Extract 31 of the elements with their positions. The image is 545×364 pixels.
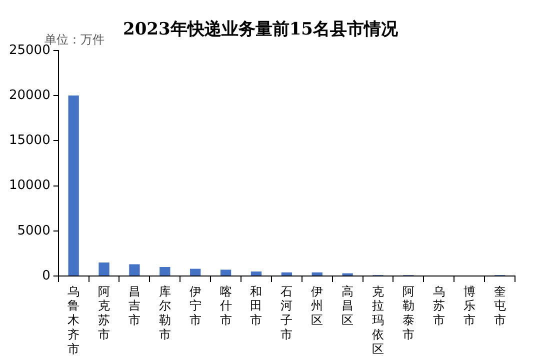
y-tick-label: 10000 [8,178,50,194]
bar [250,271,262,276]
x-tick-label: 乌鲁木齐市 [68,284,80,356]
y-tick-label: 15000 [8,133,50,148]
bar [129,264,140,276]
y-tick-label: 20000 [8,88,50,103]
bar [68,96,79,276]
bar [220,270,232,276]
x-tick-label: 克拉玛依区 [372,284,384,356]
bar [160,266,170,276]
y-tick-label: 25000 [8,42,50,58]
x-tick-label: 阿克苏市 [98,284,110,342]
bar [190,268,201,276]
x-tick-label: 伊宁市 [189,284,202,328]
x-tick-label: 昌吉市 [128,284,140,328]
x-tick-label: 奎屯市 [494,284,506,328]
x-tick-label: 石河子市 [280,284,293,342]
x-tick-label: 和田市 [250,284,262,328]
bar [98,262,110,276]
x-tick-label: 伊州区 [311,284,324,328]
x-tick-label: 喀什市 [218,284,232,328]
bar [312,272,322,276]
x-tick-label: 高昌区 [342,284,354,328]
y-tick-label: 5000 [17,223,50,238]
bar [281,272,292,276]
y-tick-label: 0 [42,268,50,284]
x-tick-label: 库尔勒市 [158,284,171,342]
x-tick-label: 阿勒泰市 [402,284,414,342]
chart-title: 2023年快递业务量前15名县市情况 [123,20,399,40]
x-tick-label: 博乐市 [463,284,476,328]
x-tick-label: 乌苏市 [432,284,445,328]
